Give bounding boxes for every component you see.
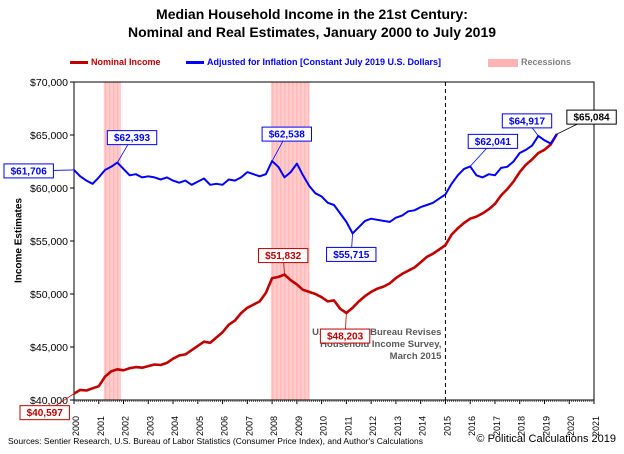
chart-title-line1: Median Household Income in the 21st Cent… [156, 6, 468, 22]
x-tick-label: 2012 [368, 416, 378, 436]
legend-item-real: Adjusted for Inflation [Constant July 20… [186, 57, 441, 67]
y-tick-label: $70,000 [30, 77, 68, 89]
annotation-box [19, 405, 70, 421]
sources-note: Sources: Sentier Research, U.S. Bureau o… [8, 436, 424, 446]
x-tick-label: 2021 [591, 416, 601, 436]
annotation-label: $51,832 [265, 251, 302, 262]
annotation-box [467, 133, 519, 149]
annotation-label: $61,706 [11, 166, 48, 177]
x-tick-label: 2020 [566, 416, 576, 436]
y-tick-label: $55,000 [30, 236, 68, 248]
legend-swatch-recessions [488, 58, 518, 67]
copyright-note: © Political Calculations 2019 [476, 433, 616, 445]
y-tick-label: $50,000 [30, 289, 68, 301]
x-tick-label: 2013 [393, 416, 403, 436]
legend-item-recessions: Recessions [488, 57, 571, 67]
legend-label-nominal: Nominal Income [91, 57, 161, 67]
revision-note-line: U.S. Census Bureau Revises [312, 327, 441, 338]
annotation-box [501, 113, 553, 129]
annotation-label: $65,084 [573, 113, 610, 124]
chart-title-line2: Nominal and Real Estimates, January 2000… [127, 24, 497, 40]
legend-label-recessions: Recessions [521, 57, 572, 67]
annotation-label: $55,715 [333, 250, 370, 261]
y-tick-label: $60,000 [30, 183, 68, 195]
x-tick-label: 2004 [170, 416, 180, 436]
annotation-box [106, 130, 158, 146]
x-tick-label: 2003 [145, 416, 155, 436]
series-line-nominal [73, 133, 559, 395]
x-tick-label: 2002 [121, 416, 131, 436]
annotation-label: $62,041 [475, 137, 512, 148]
annotation-label: $62,393 [114, 133, 151, 144]
legend-item-nominal: Nominal Income [70, 57, 161, 67]
x-tick-label: 2007 [244, 416, 254, 436]
legend-swatch-real [186, 61, 204, 65]
x-tick-label: 2017 [492, 416, 502, 436]
annotation-box [319, 328, 371, 344]
x-tick-label: 2011 [343, 416, 353, 435]
plot-frame [73, 81, 595, 401]
recession-band-0 [103, 82, 122, 400]
annotation-box [257, 248, 309, 264]
y-tick-label: $65,000 [30, 130, 68, 142]
x-tick-label: 2016 [467, 416, 477, 436]
y-tick-label: $45,000 [30, 342, 68, 354]
x-tick-label: 2009 [294, 416, 304, 436]
x-tick-label: 2000 [71, 416, 81, 436]
annotation-box [3, 163, 54, 179]
annotation-label: $62,538 [269, 130, 306, 141]
x-tick-label: 2014 [418, 416, 428, 436]
annotation-box [326, 246, 377, 262]
x-tick-label: 2015 [442, 416, 452, 436]
x-tick-label: 2019 [541, 416, 551, 436]
annotation-label: $64,917 [509, 116, 546, 127]
x-tick-label: 2006 [220, 416, 230, 436]
annotation-label: $48,203 [327, 332, 364, 343]
x-tick-label: 2018 [517, 416, 527, 436]
annotation-box [261, 126, 312, 142]
series-line-real [73, 133, 558, 235]
x-tick-label: 2010 [319, 416, 329, 436]
legend-swatch-nominal [70, 61, 88, 65]
x-tick-label: 2005 [195, 416, 205, 436]
annotation-label: $40,597 [27, 408, 64, 419]
x-tick-label: 2008 [269, 416, 279, 436]
legend-label-real: Adjusted for Inflation [Constant July 20… [207, 57, 442, 67]
revision-note-line: March 2015 [390, 351, 442, 362]
x-tick-label: 2001 [96, 416, 106, 436]
revision-note-line: Household Income Survey, [320, 339, 441, 350]
annotation-box [566, 109, 617, 125]
